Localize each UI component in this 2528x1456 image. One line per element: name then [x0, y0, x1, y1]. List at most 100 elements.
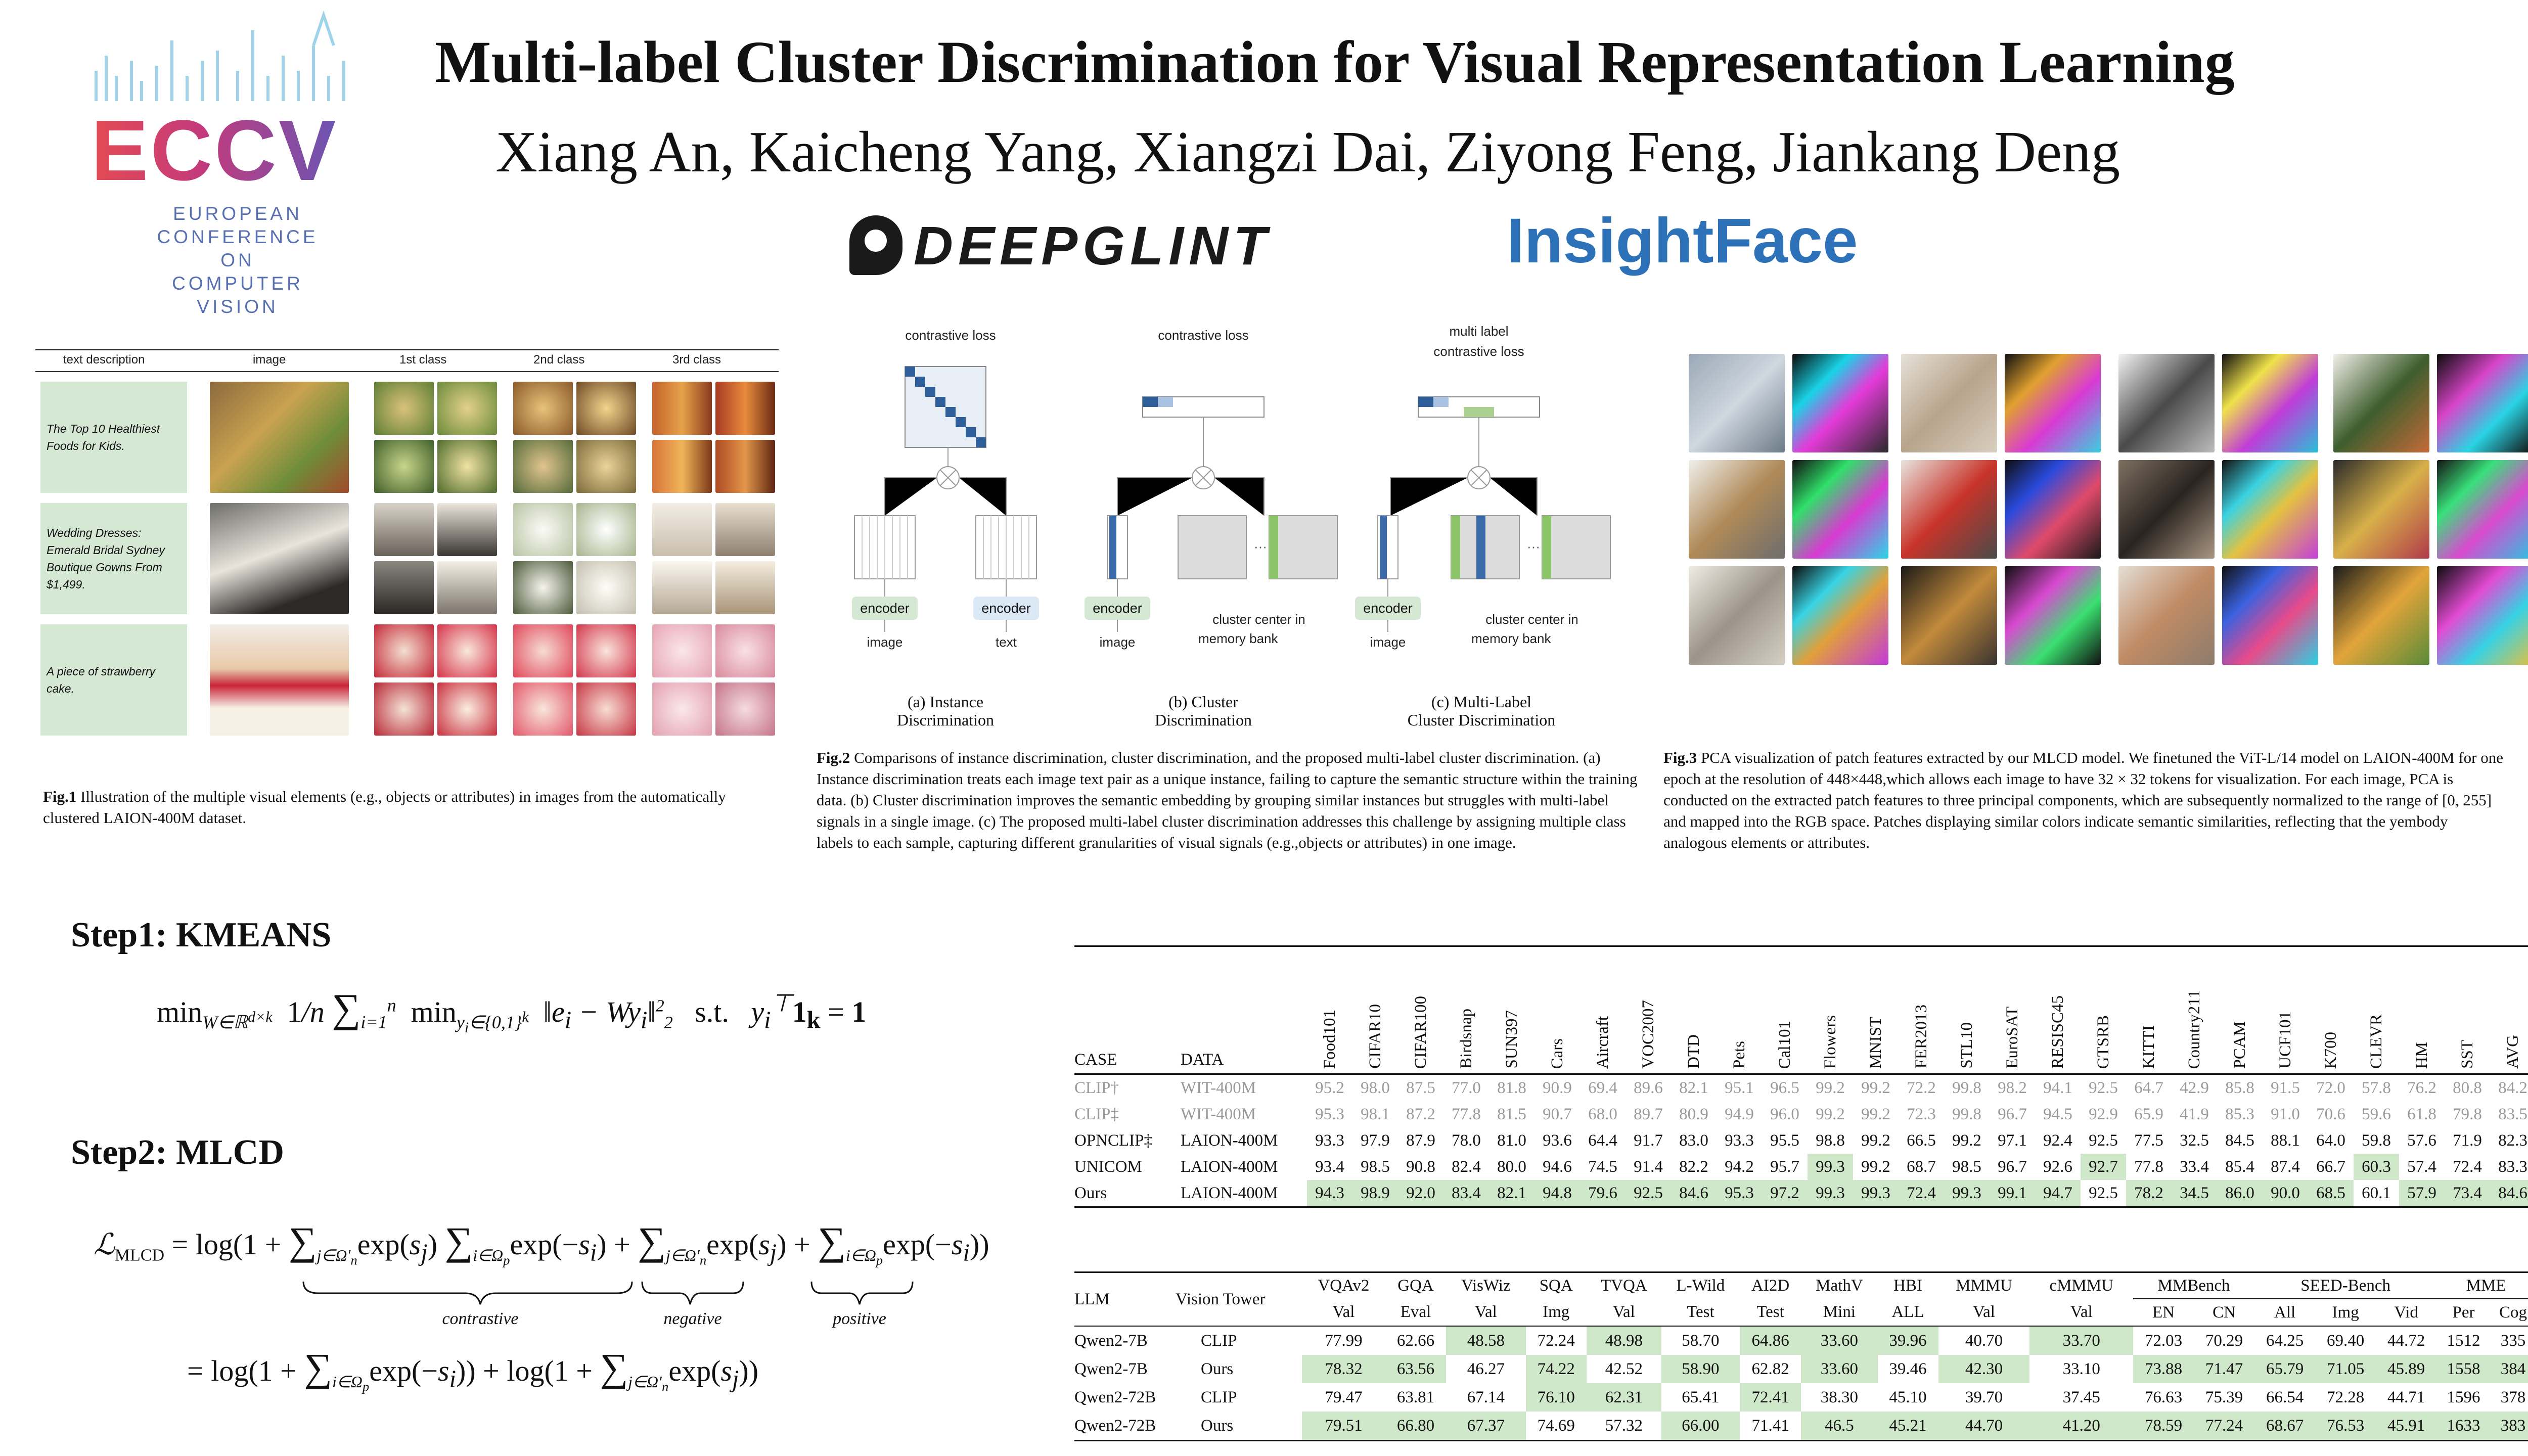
mlcd-loss-line1: ℒMLCD = log(1 + ∑j∈Ω′nexp(sj) ∑i∈Ωpexp(−…	[94, 1219, 989, 1267]
pca-map-image	[2437, 566, 2528, 665]
fig1-desc-row3: A piece of strawberry cake.	[40, 624, 187, 736]
table-cell: 98.9	[1352, 1180, 1398, 1207]
table-cell: 74.22	[1525, 1355, 1587, 1383]
split-header: Val	[1474, 1303, 1497, 1321]
col-header-label: Flowers	[1821, 1015, 1839, 1069]
table-cell: 82.1	[1679, 1078, 1708, 1097]
table-cell: 78.2	[2126, 1180, 2172, 1207]
table-cell: 85.8	[2225, 1078, 2254, 1097]
col-header: Birdsnap	[1443, 946, 1489, 1074]
fig2-diagram: ··· ···	[854, 366, 1611, 632]
table-cell: 77.99	[1325, 1331, 1363, 1350]
svg-text:···: ···	[1527, 539, 1540, 554]
benchmark-header: VQAv2	[1318, 1277, 1370, 1295]
row-data: LAION-400M	[1181, 1184, 1278, 1202]
fig1-desc-row1: The Top 10 Healthiest Foods for Kids.	[40, 382, 187, 493]
subfig-b-title: (b) Cluster Discrimination	[1122, 693, 1284, 729]
wedding-image	[210, 503, 349, 614]
contrastive-annotation: contrastive	[442, 1309, 519, 1328]
col-header: VOC2007	[1626, 946, 1671, 1074]
table-cell: 92.9	[2089, 1105, 2118, 1123]
table-cell: 41.9	[2180, 1105, 2209, 1123]
subfig-a-line1: (a) Instance	[907, 693, 984, 711]
col-llm: LLM	[1074, 1272, 1176, 1327]
kmeans-objective: minW∈ℝd×k 1/n ∑i=1n minyi∈{0,1}k ‖ei − W…	[157, 986, 867, 1036]
col-header: PCAM	[2217, 946, 2263, 1074]
table-cell: 81.0	[1497, 1131, 1526, 1150]
table-cell: 90.7	[1543, 1105, 1572, 1123]
table-cell: 59.8	[2362, 1131, 2391, 1150]
table-cell: 65.9	[2134, 1105, 2163, 1123]
table-cell: 88.1	[2271, 1131, 2300, 1150]
table-cell: 97.9	[1361, 1131, 1390, 1150]
table-cell: 81.5	[1497, 1105, 1526, 1123]
linear-probe-table: CASE DATA Food101 CIFAR10 CIFAR100 Birdsnap…	[1074, 945, 2528, 1208]
table-cell: 82.4	[1452, 1157, 1481, 1176]
col-header: Cal101	[1762, 946, 1808, 1074]
class-thumb	[374, 624, 434, 677]
class-thumb	[652, 624, 712, 677]
col-header: RESISC45	[2035, 946, 2081, 1074]
pca-map-image	[2005, 566, 2101, 665]
pca-source-image	[1689, 566, 1785, 665]
fig1-header-rule	[35, 371, 779, 372]
fig2-loss-c-line1: multi label	[1449, 324, 1509, 339]
table-cell: 1633	[2436, 1412, 2491, 1441]
class-thumb	[513, 440, 573, 493]
eccv-line1: EUROPEAN	[173, 203, 302, 224]
row-case: Ours	[1074, 1184, 1107, 1202]
split-header: CN	[2213, 1303, 2236, 1322]
table-cell: 68.5	[2308, 1180, 2354, 1207]
row-llm: Qwen2-72B	[1074, 1416, 1156, 1435]
table-cell: 95.3	[1315, 1105, 1344, 1123]
col-header-label: GTSRB	[2094, 1015, 2112, 1069]
table-cell: 77.8	[1452, 1105, 1481, 1123]
table-cell: 85.4	[2225, 1157, 2254, 1176]
table-cell: 85.3	[2225, 1105, 2254, 1123]
class-thumb	[576, 561, 636, 614]
row-llm: Qwen2-72B	[1074, 1388, 1156, 1406]
table-cell: 82.2	[1679, 1157, 1708, 1176]
col-header: SUN397	[1489, 946, 1534, 1074]
memory-bank-label-c2: memory bank	[1471, 631, 1551, 646]
subfig-a-line2: Discrimination	[897, 711, 994, 729]
row-vision-tower: CLIP	[1201, 1331, 1237, 1350]
text-encoder-a: encoder	[973, 597, 1039, 620]
table-cell: 64.25	[2266, 1331, 2304, 1350]
split-header: Val	[1612, 1303, 1635, 1321]
table-cell: 84.5	[2225, 1131, 2254, 1150]
deepglint-logo: DEEPGLINT	[849, 210, 1272, 281]
table-cell: 57.8	[2362, 1078, 2391, 1097]
table-cell: 99.8	[1952, 1078, 1981, 1097]
subfig-c-line2: Cluster Discrimination	[1407, 711, 1556, 729]
table-cell: 99.2	[1861, 1078, 1890, 1097]
table-cell: 99.2	[1816, 1105, 1845, 1123]
eccv-logo	[86, 10, 369, 303]
step2-title: Step2: MLCD	[71, 1133, 284, 1172]
col-header: CLEVR	[2354, 946, 2399, 1074]
eccv-line4: VISION	[197, 296, 279, 317]
table-row: CLIP† WIT-400M 95.2 98.0 87.5 77.0 81.8 90.9 69.…	[1074, 1074, 2528, 1102]
col-header-label: EuroSAT	[2003, 1007, 2021, 1069]
table-cell: 92.0	[1398, 1180, 1443, 1207]
table-row: Qwen2-72B Ours 79.51 66.80 67.37 74.69 57.32 66…	[1074, 1412, 2528, 1441]
class-thumb	[576, 624, 636, 677]
table-cell: 335	[2500, 1331, 2526, 1350]
benchmark-header: MME	[2436, 1272, 2528, 1299]
class-thumb	[437, 561, 497, 614]
col-header: AVG	[2490, 946, 2528, 1074]
table-cell: 39.46	[1889, 1359, 1927, 1378]
pca-source-image	[2333, 566, 2429, 665]
class-thumb	[437, 624, 497, 677]
benchmark-header: GQA	[1397, 1277, 1434, 1295]
split-header: Img	[2332, 1303, 2359, 1322]
table-cell: 69.4	[1588, 1078, 1617, 1097]
row-llm: Qwen2-7B	[1074, 1331, 1148, 1350]
table-cell: 99.2	[1952, 1131, 1981, 1150]
col-header: CIFAR100	[1398, 946, 1443, 1074]
pca-source-image	[1689, 460, 1785, 559]
table-cell: 80.9	[1679, 1105, 1708, 1123]
col-header-label: Country211	[2185, 989, 2203, 1069]
split-header: Mini	[1823, 1303, 1856, 1321]
fig1-header-image: image	[253, 353, 286, 367]
